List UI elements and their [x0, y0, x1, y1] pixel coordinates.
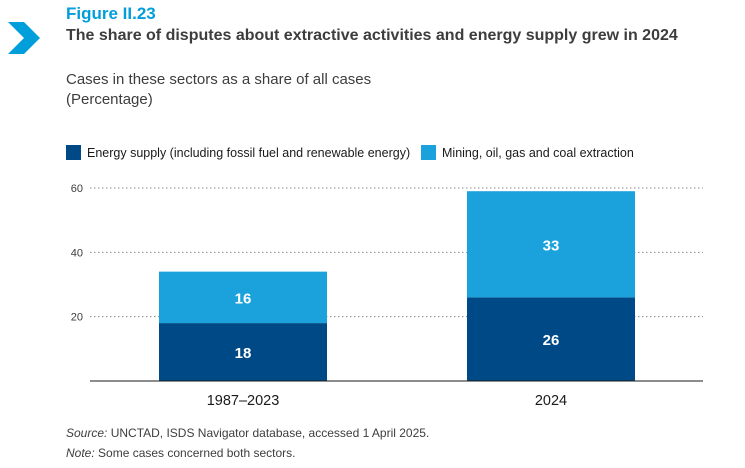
note-text: Some cases concerned both sectors. — [94, 446, 296, 460]
legend-label-mining: Mining, oil, gas and coal extraction — [442, 145, 634, 160]
y-tick-label: 40 — [71, 247, 83, 259]
bar-segment — [159, 323, 327, 381]
legend-item-mining: Mining, oil, gas and coal extraction — [421, 145, 634, 160]
figure-subtitle: Cases in these sectors as a share of all… — [66, 71, 372, 88]
data-label: 16 — [235, 290, 252, 307]
footnote: Note: Some cases concerned both sectors. — [66, 446, 295, 460]
figure-label: Figure II.23 — [66, 4, 156, 23]
bar-segment — [467, 191, 635, 298]
legend-swatch-mining — [421, 145, 436, 160]
data-label: 18 — [235, 345, 252, 362]
source-note: Source: UNCTAD, ISDS Navigator database,… — [66, 426, 429, 440]
figure-unit: (Percentage) — [66, 91, 153, 108]
chevron-right-icon — [8, 22, 40, 54]
x-category-label: 2024 — [535, 393, 567, 409]
y-tick-label: 20 — [71, 312, 83, 324]
bar-segment — [467, 297, 635, 381]
x-category-label: 1987–2023 — [207, 393, 280, 409]
y-tick-label: 60 — [71, 183, 83, 195]
data-label: 33 — [543, 237, 560, 254]
legend-label-energy: Energy supply (including fossil fuel and… — [87, 145, 411, 160]
legend-swatch-energy — [66, 145, 81, 160]
source-label: Source: — [66, 426, 108, 440]
legend-item-energy: Energy supply (including fossil fuel and… — [66, 145, 410, 160]
source-text: UNCTAD, ISDS Navigator database, accesse… — [107, 426, 430, 440]
note-label: Note: — [66, 446, 95, 460]
figure-title: The share of disputes about extractive a… — [66, 27, 678, 44]
data-label: 26 — [543, 332, 560, 349]
bar-segment — [159, 271, 327, 324]
